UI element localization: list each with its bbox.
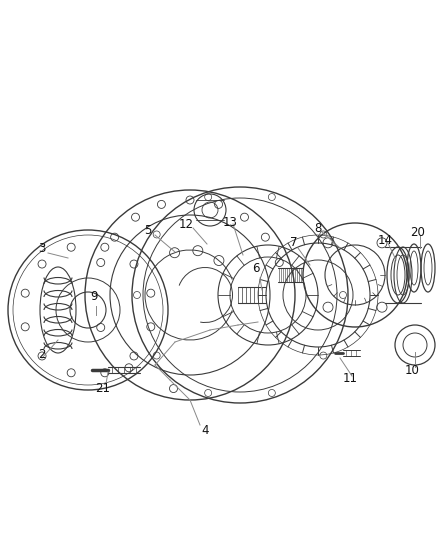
Text: 3: 3 (38, 241, 46, 254)
Text: 5: 5 (144, 223, 152, 237)
Text: 6: 6 (252, 262, 260, 274)
Text: 4: 4 (201, 424, 209, 437)
Text: 14: 14 (378, 233, 392, 246)
Text: 21: 21 (95, 382, 110, 394)
Text: 20: 20 (410, 225, 425, 238)
Text: 2: 2 (38, 349, 46, 361)
Text: 12: 12 (179, 219, 194, 231)
Text: 13: 13 (223, 215, 237, 229)
Text: 11: 11 (343, 372, 357, 384)
Text: 9: 9 (90, 289, 98, 303)
Text: 10: 10 (405, 364, 420, 376)
Text: 7: 7 (290, 236, 298, 248)
Text: 8: 8 (314, 222, 321, 235)
